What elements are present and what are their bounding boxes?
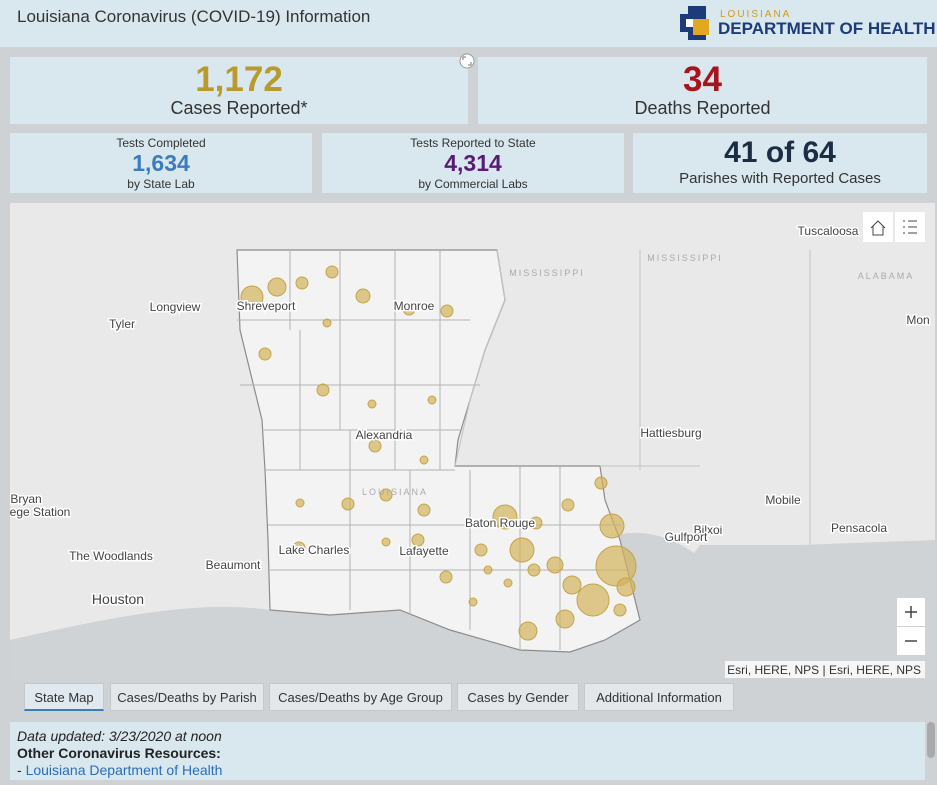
map-label: Baton Rouge	[465, 516, 535, 530]
tab[interactable]: State Map	[24, 683, 104, 711]
logo-bottom: DEPARTMENT OF HEALTH	[718, 19, 936, 38]
parishes-card: 41 of 64 Parishes with Reported Cases	[633, 133, 927, 193]
title: Louisiana Coronavirus (COVID-19) Informa…	[17, 7, 371, 26]
map-label: Bryan	[10, 492, 41, 506]
map-label: Shreveport	[237, 299, 296, 313]
tab[interactable]: Cases/Deaths by Age Group	[269, 683, 452, 711]
parishes-value: 41 of 64	[724, 136, 836, 169]
tab[interactable]: Cases/Deaths by Parish	[110, 683, 264, 711]
footer: Data updated: 3/23/2020 at noon Other Co…	[10, 722, 925, 780]
scrollbar[interactable]	[927, 722, 935, 758]
map-label: Lake Charles	[279, 543, 350, 557]
updated: Data updated: 3/23/2020 at noon	[17, 728, 222, 744]
map[interactable]: Shreveport Monroe Longview Tyler Alexand…	[10, 203, 935, 682]
tests-commercial-sub: by Commercial Labs	[418, 177, 528, 191]
map-label: Houston	[92, 591, 144, 607]
cases-card: 1,172 Cases Reported*	[10, 57, 468, 124]
map-label: Gulfport	[665, 530, 708, 544]
region-label: MISSISSIPPI	[647, 253, 723, 263]
bullet: -	[17, 762, 22, 778]
tests-commercial-card: Tests Reported to State 4,314 by Commerc…	[322, 133, 624, 193]
home-button[interactable]	[863, 212, 893, 242]
region-label: ALABAMA	[858, 271, 915, 281]
deaths-label: Deaths Reported	[634, 98, 771, 118]
region-label: LOUISIANA	[362, 487, 428, 497]
expand-button[interactable]	[459, 53, 475, 69]
tests-state-sub: by State Lab	[127, 177, 195, 191]
map-label: Mon	[906, 313, 929, 327]
deaths-value: 34	[683, 60, 722, 99]
logo-top: LOUISIANA	[720, 9, 792, 20]
parishes-label: Parishes with Reported Cases	[679, 170, 881, 187]
map-label: Tuscaloosa	[798, 224, 859, 238]
header: Louisiana Coronavirus (COVID-19) Informa…	[0, 0, 937, 47]
resources-heading: Other Coronavirus Resources:	[17, 745, 221, 761]
attribution: Esri, HERE, NPS | Esri, HERE, NPS	[727, 663, 921, 677]
tests-state-caption: Tests Completed	[116, 136, 206, 150]
region-label: MISSISSIPPI	[509, 268, 585, 278]
map-label: Monroe	[394, 299, 435, 313]
tests-commercial-caption: Tests Reported to State	[410, 136, 536, 150]
map-label: ege Station	[10, 505, 70, 519]
tab[interactable]: Additional Information	[584, 683, 734, 711]
tests-commercial-value: 4,314	[444, 150, 502, 176]
logo-icon	[680, 6, 709, 40]
map-label: Longview	[150, 300, 201, 314]
cases-label: Cases Reported*	[170, 98, 308, 118]
tab[interactable]: Cases by Gender	[457, 683, 579, 711]
map-label: The Woodlands	[69, 549, 153, 563]
map-label: Mobile	[765, 493, 801, 507]
tests-state-value: 1,634	[132, 150, 190, 176]
map-label: Pensacola	[831, 521, 887, 535]
deaths-card: 34 Deaths Reported	[478, 57, 927, 124]
map-label: Lafayette	[399, 544, 449, 558]
resource-item: - Louisiana Department of Health	[17, 762, 918, 779]
map-label: Bilxoi	[694, 523, 723, 537]
map-label: Hattiesburg	[640, 426, 701, 440]
resource-link[interactable]: Louisiana Department of Health	[25, 762, 223, 778]
map-label: Alexandria	[356, 428, 413, 442]
map-label: Beaumont	[206, 558, 261, 572]
cases-value: 1,172	[195, 60, 283, 99]
tests-state-card: Tests Completed 1,634 by State Lab	[10, 133, 312, 193]
case-bubbles	[240, 265, 637, 641]
map-label: Tyler	[109, 317, 135, 331]
